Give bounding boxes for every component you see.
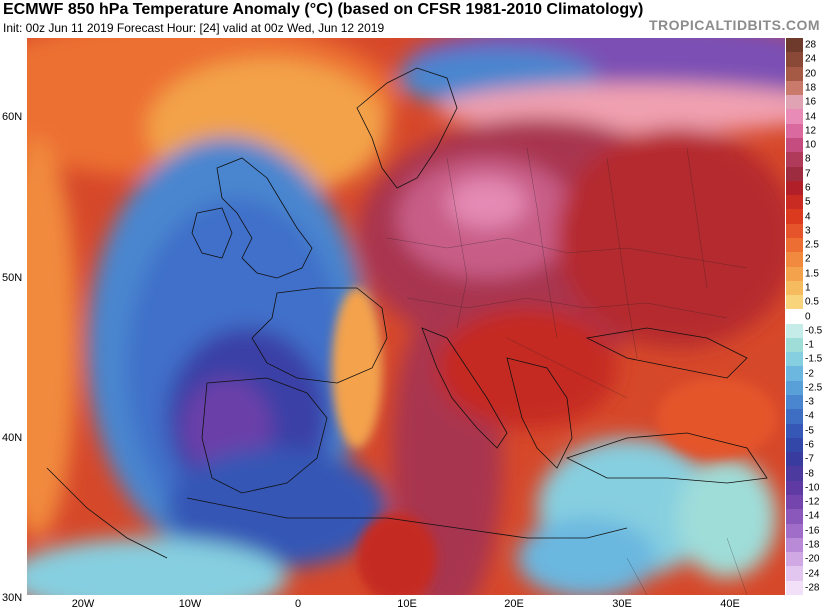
colorbar-tick-label: 2.5 xyxy=(805,239,819,251)
lat-label-50n: 50N xyxy=(2,272,23,284)
colorbar xyxy=(786,38,803,595)
colorbar-swatch xyxy=(786,366,803,381)
lat-label-30n: 30N xyxy=(2,592,23,604)
colorbar-tick-label: 14 xyxy=(805,111,817,123)
colorbar-swatch xyxy=(786,552,803,567)
colorbar-tick-label: -20 xyxy=(805,553,820,565)
colorbar-swatch xyxy=(786,123,803,138)
colorbar-swatch xyxy=(786,323,803,338)
lon-label-30e: 30E xyxy=(612,598,632,610)
colorbar-tick-label: -28 xyxy=(805,582,820,594)
colorbar-swatch xyxy=(786,237,803,253)
colorbar-tick-label: 2 xyxy=(805,253,811,265)
colorbar-swatch xyxy=(786,295,803,310)
colorbar-tick-label: -1 xyxy=(805,339,814,351)
colorbar-swatch xyxy=(786,52,803,67)
colorbar-tick-label: -8 xyxy=(805,468,814,480)
anomaly-field xyxy=(27,38,785,595)
colorbar-swatch xyxy=(786,337,803,353)
colorbar-tick-label: -7 xyxy=(805,453,814,465)
map-title: ECMWF 850 hPa Temperature Anomaly (°C) (… xyxy=(3,1,644,18)
colorbar-tick-label: 0.5 xyxy=(805,296,819,308)
colorbar-tick-label: 3 xyxy=(805,225,811,237)
colorbar-tick-label: 12 xyxy=(805,125,817,137)
lon-label-10w: 10W xyxy=(178,598,202,610)
colorbar-swatch xyxy=(786,437,803,453)
coastlines xyxy=(46,67,768,559)
colorbar-tick-label: -10 xyxy=(805,482,820,494)
map-subtitle: Init: 00z Jun 11 2019 Forecast Hour: [24… xyxy=(3,21,385,35)
colorbar-swatch xyxy=(786,523,803,538)
colorbar-tick-label: -2 xyxy=(805,368,814,380)
colorbar-tick-label: 5 xyxy=(805,196,811,208)
colorbar-tick-label: 6 xyxy=(805,182,811,194)
colorbar-swatch xyxy=(786,152,803,167)
colorbar-tick-label: 8 xyxy=(805,153,811,165)
colorbar-swatch xyxy=(786,309,803,324)
colorbar-tick-label: -6 xyxy=(805,439,814,451)
colorbar-swatch xyxy=(786,537,803,553)
anomaly-map xyxy=(27,38,785,595)
colorbar-swatch xyxy=(786,38,803,53)
colorbar-swatch xyxy=(786,395,803,410)
colorbar-swatch xyxy=(786,452,803,467)
lon-label-40e: 40E xyxy=(720,598,740,610)
colorbar-swatch xyxy=(786,509,803,524)
colorbar-tick-label: -5 xyxy=(805,425,814,437)
colorbar-swatch xyxy=(786,109,803,124)
colorbar-tick-label: 10 xyxy=(805,139,817,151)
colorbar-tick-label: -16 xyxy=(805,525,820,537)
lon-label-0: 0 xyxy=(294,598,302,610)
colorbar-tick-label: -2.5 xyxy=(805,382,823,394)
lon-label-20w: 20W xyxy=(71,598,95,610)
colorbar-swatch xyxy=(786,466,803,481)
colorbar-tick-label: -4 xyxy=(805,410,814,422)
lat-label-60n: 60N xyxy=(2,111,23,123)
colorbar-tick-label: -1.5 xyxy=(805,353,823,365)
colorbar-swatch xyxy=(786,380,803,396)
colorbar-swatch xyxy=(786,180,803,196)
colorbar-tick-label: 16 xyxy=(805,96,817,108)
colorbar-swatch xyxy=(786,209,803,224)
colorbar-swatch xyxy=(786,166,803,181)
colorbar-tick-label: 1.5 xyxy=(805,268,819,280)
colorbar-swatch xyxy=(786,566,803,581)
colorbar-tick-label: -12 xyxy=(805,496,820,508)
colorbar-tick-label: 24 xyxy=(805,53,817,65)
lon-label-20e: 20E xyxy=(504,598,524,610)
colorbar-tick-label: 20 xyxy=(805,68,817,80)
lat-label-40n: 40N xyxy=(2,432,23,444)
lon-label-10e: 10E xyxy=(397,598,417,610)
colorbar-swatch xyxy=(786,195,803,210)
borders xyxy=(386,147,748,595)
colorbar-tick-label: 1 xyxy=(805,282,811,294)
colorbar-swatch xyxy=(786,423,803,438)
colorbar-swatch xyxy=(786,252,803,267)
colorbar-swatch xyxy=(786,223,803,238)
colorbar-tick-label: -18 xyxy=(805,539,820,551)
colorbar-swatch xyxy=(786,409,803,424)
colorbar-tick-label: 7 xyxy=(805,168,811,180)
colorbar-tick-label: -3 xyxy=(805,396,814,408)
colorbar-swatch xyxy=(786,495,803,510)
colorbar-tick-label: 4 xyxy=(805,211,811,223)
colorbar-swatch xyxy=(786,66,803,81)
colorbar-tick-label: 18 xyxy=(805,82,817,94)
colorbar-tick-label: -0.5 xyxy=(805,325,823,337)
colorbar-swatch xyxy=(786,266,803,281)
colorbar-tick-label: 0 xyxy=(805,311,811,322)
colorbar-tick-label: 28 xyxy=(805,39,817,51)
colorbar-swatch xyxy=(786,137,803,153)
colorbar-swatch xyxy=(786,352,803,367)
brand-watermark: TROPICALTIDBITS.COM xyxy=(648,17,820,33)
colorbar-swatch xyxy=(786,480,803,495)
colorbar-swatch xyxy=(786,580,803,595)
colorbar-swatch xyxy=(786,95,803,110)
colorbar-swatch xyxy=(786,80,803,96)
colorbar-tick-label: -24 xyxy=(805,568,820,580)
colorbar-tick-label: -14 xyxy=(805,510,820,522)
colorbar-swatch xyxy=(786,280,803,296)
